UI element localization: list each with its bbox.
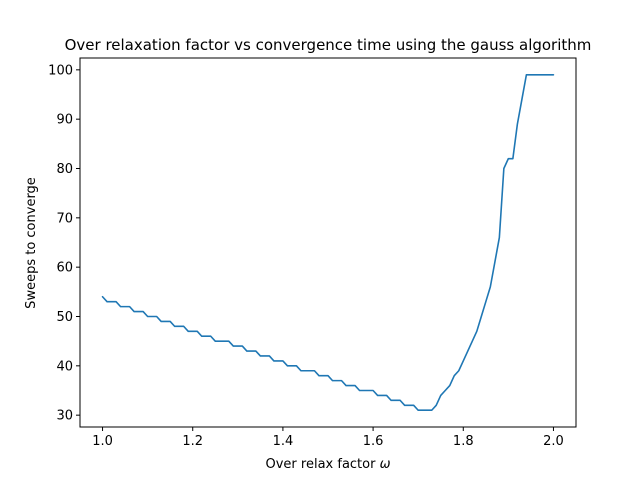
x-tick-label: 2.0	[543, 434, 564, 449]
series-lines	[101, 73, 555, 412]
axes-frame	[79, 57, 577, 428]
y-tick-label: 90	[56, 113, 73, 128]
chart-title: Over relaxation factor vs convergence ti…	[65, 36, 592, 54]
x-tick-label: 1.0	[92, 434, 113, 449]
y-axis-ticks: 30 40 50 60 70 80 90 100	[48, 63, 80, 424]
x-tick-label: 1.8	[453, 434, 474, 449]
plot-area: 1.0 1.2 1.4 1.6 1.8 2.0 30 40 50 60 70 80 90 100	[48, 57, 577, 449]
x-tick-label: 1.6	[363, 434, 384, 449]
x-tick-label: 1.2	[182, 434, 203, 449]
x-tick-label: 1.4	[273, 434, 294, 449]
y-tick-label: 60	[56, 261, 73, 276]
series-line	[101, 73, 555, 412]
x-axis-label: Over relax factor ω	[266, 457, 391, 472]
y-tick-label: 100	[48, 63, 73, 78]
y-tick-label: 50	[56, 310, 73, 325]
y-tick-label: 30	[56, 409, 73, 424]
x-axis-label-symbol: ω	[380, 457, 391, 472]
x-axis-label-text: Over relax factor	[266, 457, 380, 472]
x-axis-ticks: 1.0 1.2 1.4 1.6 1.8 2.0	[92, 427, 564, 449]
y-tick-label: 40	[56, 359, 73, 374]
y-tick-label: 80	[56, 162, 73, 177]
y-axis-label: Sweeps to converge	[24, 177, 39, 309]
y-tick-label: 70	[56, 211, 73, 226]
